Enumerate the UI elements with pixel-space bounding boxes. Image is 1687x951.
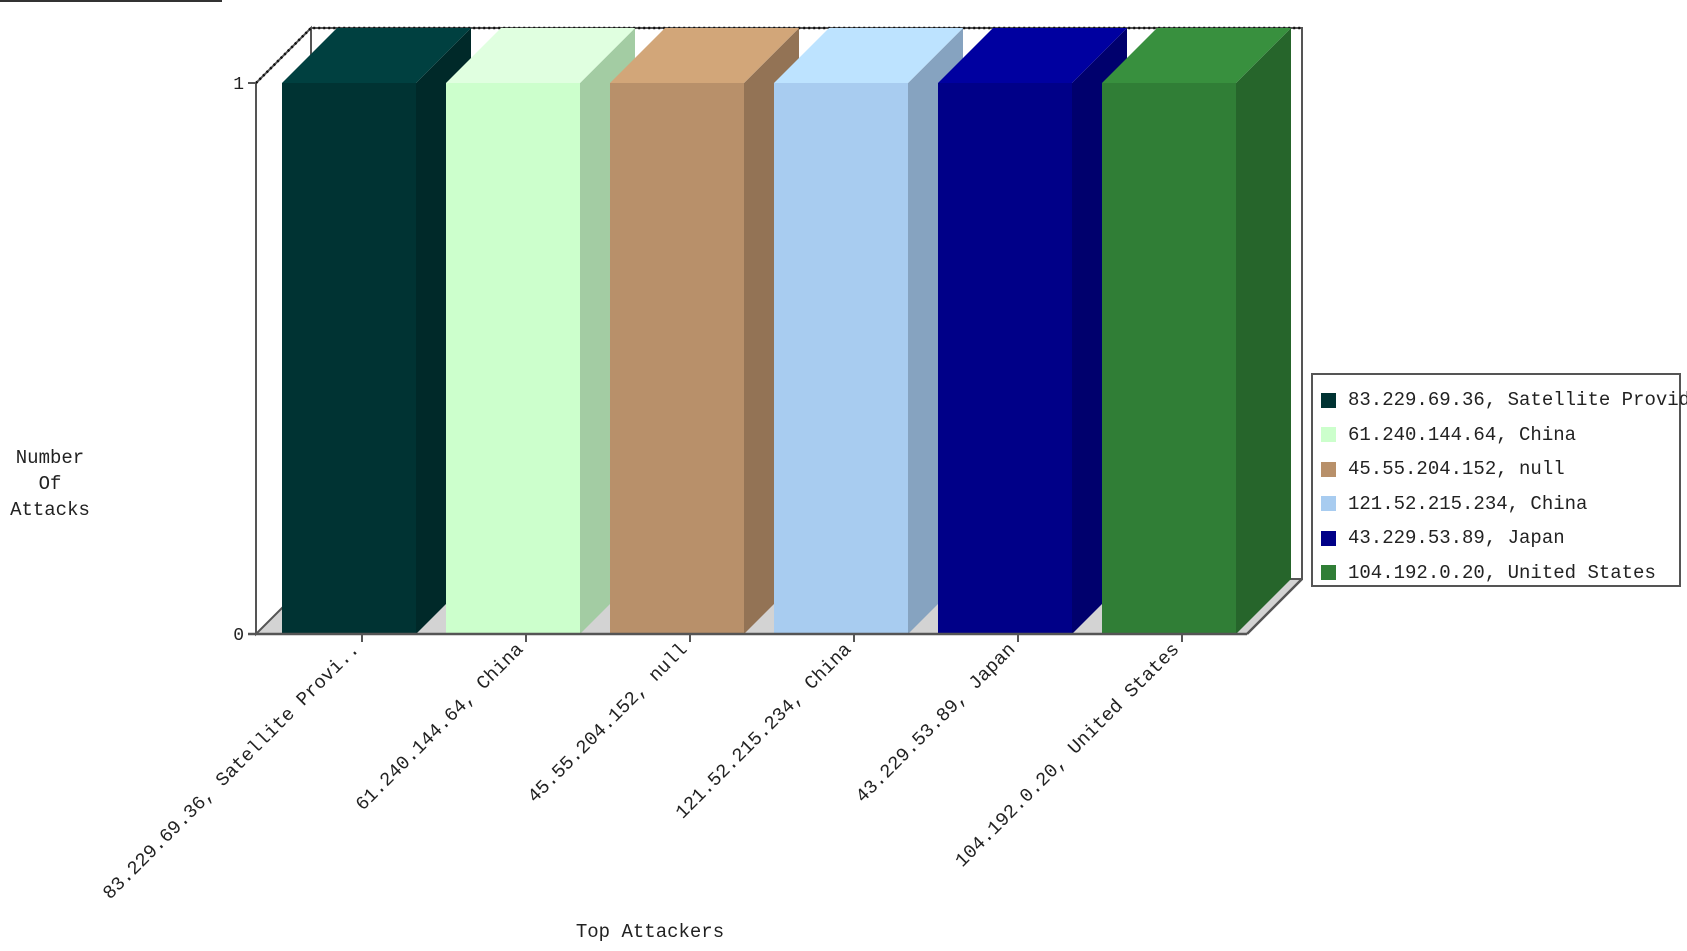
legend: 83.229.69.36, Satellite Provider 61.240.…	[1311, 373, 1687, 587]
bar-top	[774, 28, 963, 83]
legend-label: 61.240.144.64, China	[1348, 423, 1577, 446]
bar-top	[610, 28, 799, 83]
x-axis-depth-line	[1246, 578, 1303, 635]
y-tick-label: 1	[233, 75, 244, 95]
bar-front	[1102, 83, 1236, 634]
bar	[282, 28, 471, 634]
y-axis-label-line-1: Number	[15, 447, 85, 469]
legend-swatch	[1321, 461, 1336, 477]
bar	[774, 28, 963, 634]
bar	[610, 28, 799, 634]
legend-item: 43.229.53.89, Japan	[1321, 521, 1679, 556]
bar-front	[446, 83, 580, 634]
legend-swatch	[1321, 565, 1336, 581]
bar	[446, 28, 635, 634]
legend-label: 104.192.0.20, United States	[1348, 561, 1656, 584]
legend-label: 83.229.69.36, Satellite Provider	[1348, 389, 1687, 412]
legend-label: 45.55.204.152, null	[1348, 458, 1565, 481]
legend-item: 121.52.215.234, China	[1321, 487, 1679, 522]
x-tick-label: 43.229.53.89, Japan	[851, 639, 1020, 808]
legend-item: 83.229.69.36, Satellite Provider	[1321, 383, 1687, 418]
bar	[938, 28, 1127, 634]
bar-top	[446, 28, 635, 83]
bar-front	[938, 83, 1072, 634]
legend-swatch	[1321, 496, 1336, 512]
x-tick-label: 61.240.144.64, China	[351, 639, 528, 816]
x-tick-label: 45.55.204.152, null	[523, 639, 692, 808]
y-axis-label-line-3: Attacks	[10, 499, 90, 521]
bar-front	[774, 83, 908, 634]
x-axis-label: Top Attackers	[575, 921, 725, 943]
bar-front	[610, 83, 744, 634]
bar	[1102, 28, 1291, 634]
legend-item: 104.192.0.20, United States	[1321, 556, 1679, 591]
legend-swatch	[1321, 427, 1336, 443]
y-axis-label-line-2: Of	[38, 473, 62, 495]
bar-top	[1102, 28, 1291, 83]
bar-top	[282, 28, 471, 83]
top-border-line	[0, 0, 222, 2]
max-gridline	[255, 26, 1302, 84]
y-axis-label: Number Of Attacks	[0, 445, 100, 523]
bar-top	[938, 28, 1127, 83]
legend-item: 61.240.144.64, China	[1321, 418, 1679, 453]
bars-group	[282, 28, 1291, 634]
y-tick-label: 0	[233, 626, 244, 646]
legend-label: 121.52.215.234, China	[1348, 492, 1588, 515]
legend-swatch	[1321, 530, 1336, 546]
legend-label: 43.229.53.89, Japan	[1348, 527, 1565, 550]
x-tick-label: 83.229.69.36, Satellite Provi..	[99, 639, 364, 904]
bar-front	[282, 83, 416, 634]
legend-item: 45.55.204.152, null	[1321, 452, 1679, 487]
bar-side	[1236, 28, 1291, 634]
x-tick-label: 121.52.215.234, China	[671, 639, 856, 824]
legend-swatch	[1321, 392, 1336, 408]
